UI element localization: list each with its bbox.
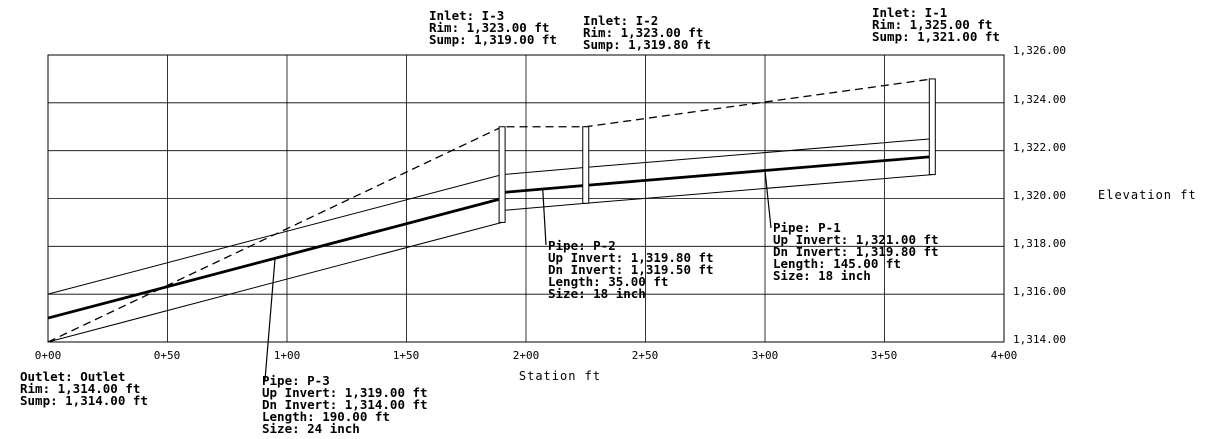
pipe-up-invert: Up Invert: 1,321.00 ft xyxy=(773,232,939,247)
pipe-p1-label: Pipe: P-1 Up Invert: 1,321.00 ft Dn Inve… xyxy=(773,220,939,283)
pipe-p3-label: Pipe: P-3 Up Invert: 1,319.00 ft Dn Inve… xyxy=(262,373,428,436)
structure-name: Inlet: I-1 xyxy=(872,5,947,20)
leader-p2 xyxy=(542,189,547,246)
pipe-dn-invert: Dn Invert: 1,319.50 ft xyxy=(548,262,714,277)
elevation-tick-labels: 1,326.00 1,324.00 1,322.00 1,320.00 1,31… xyxy=(1013,44,1066,346)
station-tick: 0+50 xyxy=(154,349,181,362)
pipe-p2-label: Pipe: P-2 Up Invert: 1,319.80 ft Dn Inve… xyxy=(548,238,714,301)
structure-name: Inlet: I-2 xyxy=(583,13,658,28)
leader-lines xyxy=(264,170,772,381)
pipe-up-invert: Up Invert: 1,319.80 ft xyxy=(548,250,714,265)
station-tick: 2+50 xyxy=(632,349,659,362)
station-tick: 3+00 xyxy=(752,349,779,362)
elevation-tick: 1,320.00 xyxy=(1013,189,1066,202)
station-tick: 3+50 xyxy=(871,349,898,362)
structure-name: Outlet: Outlet xyxy=(20,369,125,384)
pipe-p3-crown xyxy=(47,174,503,295)
pipe-p1-centerline xyxy=(585,155,933,187)
pipes xyxy=(47,138,933,343)
station-tick: 4+00 xyxy=(991,349,1018,362)
structure-i1 xyxy=(928,78,936,176)
elevation-tick: 1,322.00 xyxy=(1013,141,1066,154)
elevation-tick: 1,326.00 xyxy=(1013,44,1066,57)
sump-elevation: Sump: 1,314.00 ft xyxy=(20,393,148,408)
sump-elevation: Sump: 1,319.80 ft xyxy=(583,37,711,52)
ground-line xyxy=(47,78,933,343)
ground-line-path xyxy=(47,78,933,343)
pipe-dn-invert: Dn Invert: 1,319.80 ft xyxy=(773,244,939,259)
pipe-p1-invert xyxy=(585,174,933,204)
pipe-name: Pipe: P-1 xyxy=(773,220,841,235)
elevation-tick: 1,324.00 xyxy=(1013,93,1066,106)
leader-p3 xyxy=(264,258,276,381)
elevation-tick: 1,318.00 xyxy=(1013,237,1066,250)
elevation-tick: 1,314.00 xyxy=(1013,333,1066,346)
structures xyxy=(498,78,936,223)
rim-elevation: Rim: 1,314.00 ft xyxy=(20,381,140,396)
pipe-length: Length: 145.00 ft xyxy=(773,256,901,271)
pipe-name: Pipe: P-3 xyxy=(262,373,330,388)
pipe-p2-crown xyxy=(502,166,586,176)
elevation-tick: 1,316.00 xyxy=(1013,285,1066,298)
rim-elevation: Rim: 1,325.00 ft xyxy=(872,17,992,32)
structure-i2 xyxy=(582,126,590,204)
pipe-up-invert: Up Invert: 1,319.00 ft xyxy=(262,385,428,400)
outlet-label: Outlet: Outlet Rim: 1,314.00 ft Sump: 1,… xyxy=(20,369,148,408)
station-tick: 1+50 xyxy=(393,349,420,362)
pipe-size: Size: 24 inch xyxy=(262,421,360,436)
pipe-p2-centerline xyxy=(501,183,586,194)
pipe-name: Pipe: P-2 xyxy=(548,238,616,253)
inlet-i2-label: Inlet: I-2 Rim: 1,323.00 ft Sump: 1,319.… xyxy=(583,13,711,52)
station-tick: 1+00 xyxy=(274,349,301,362)
pipe-length: Length: 35.00 ft xyxy=(548,274,668,289)
pipe-p1-crown xyxy=(585,138,933,168)
leader-p1 xyxy=(764,170,772,229)
rim-elevation: Rim: 1,323.00 ft xyxy=(583,25,703,40)
inlet-i3-label: Inlet: I-3 Rim: 1,323.00 ft Sump: 1,319.… xyxy=(429,8,557,47)
pipe-dn-invert: Dn Invert: 1,314.00 ft xyxy=(262,397,428,412)
station-axis-title: Station ft xyxy=(519,369,601,383)
pipe-p3-invert xyxy=(47,221,503,343)
sump-elevation: Sump: 1,321.00 ft xyxy=(872,29,1000,44)
station-tick-labels: 0+00 0+50 1+00 1+50 2+00 2+50 3+00 3+50 … xyxy=(35,349,1018,362)
grid xyxy=(47,54,1005,343)
station-tick: 2+00 xyxy=(513,349,540,362)
rim-elevation: Rim: 1,323.00 ft xyxy=(429,20,549,35)
sump-elevation: Sump: 1,319.00 ft xyxy=(429,32,557,47)
pipe-size: Size: 18 inch xyxy=(548,286,646,301)
structure-name: Inlet: I-3 xyxy=(429,8,504,23)
structure-i3 xyxy=(498,126,506,223)
pipe-size: Size: 18 inch xyxy=(773,268,871,283)
inlet-i1-label: Inlet: I-1 Rim: 1,325.00 ft Sump: 1,321.… xyxy=(872,5,1000,44)
pipe-length: Length: 190.00 ft xyxy=(262,409,390,424)
station-tick: 0+00 xyxy=(35,349,62,362)
elevation-axis-title: Elevation ft xyxy=(1098,188,1197,202)
